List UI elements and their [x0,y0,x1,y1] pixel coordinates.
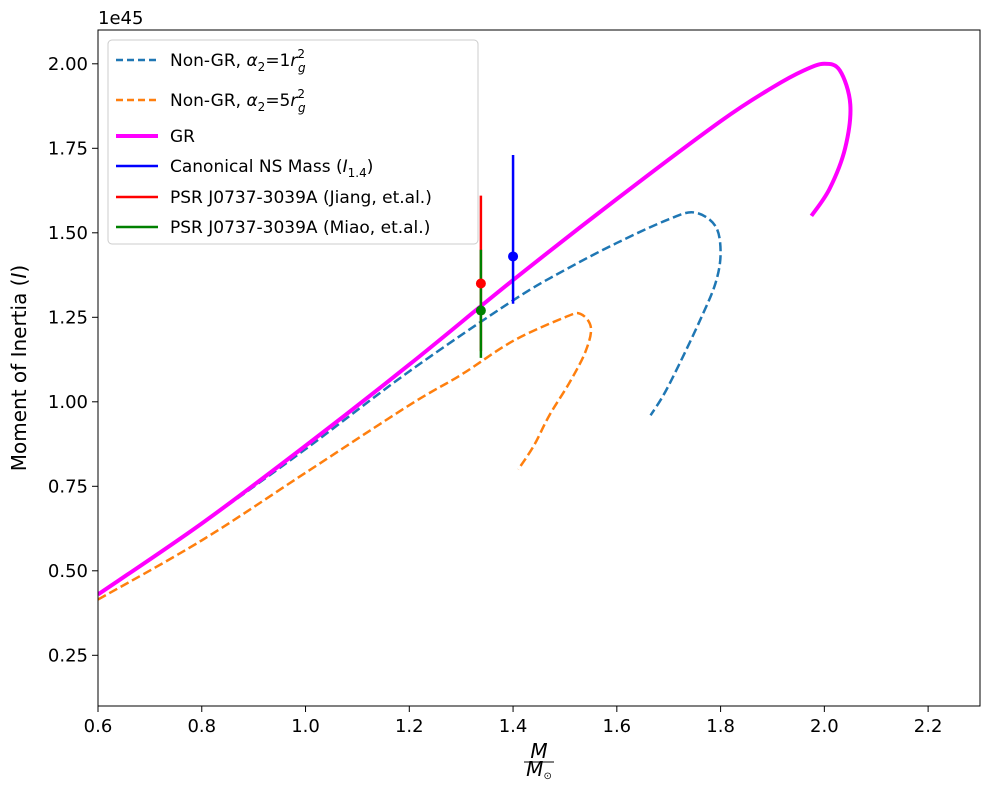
y-tick-label: 1.75 [48,138,88,159]
y-tick-label: 0.25 [48,645,88,666]
series-line-2 [98,61,853,597]
x-axis-label-denominator: M⊙ [526,757,552,782]
series-line-0 [98,211,722,596]
y-axis: 0.25 0.50 0.75 1.00 1.25 1.50 1.75 2.00 [48,54,98,666]
legend-label-2: GR [170,127,195,147]
y-tick-label: 1.00 [48,392,88,413]
y-tick-label: 0.75 [48,476,88,497]
x-tick-label: 1.2 [395,716,424,737]
plot-area [98,61,853,601]
x-tick-label: 2.0 [810,716,839,737]
error-point-1 [475,278,486,289]
legend-label-4: PSR J0737-3039A (Jiang, et.al.) [170,188,432,208]
y-offset-label: 1e45 [98,8,143,29]
x-tick-label: 1.0 [291,716,320,737]
legend-label-3: Canonical NS Mass (I1.4) [170,157,373,180]
y-tick-label: 2.00 [48,54,88,75]
legend-label-1: Non-GR, α2=5r2 g [170,87,306,115]
x-axis-label: M M⊙ [524,739,554,782]
series-line-1 [98,311,593,601]
y-tick-label: 1.25 [48,307,88,328]
x-tick-label: 2.2 [914,716,943,737]
legend: Non-GR, α2=1r2 g Non-GR, α2=5r2 g GR Canonica… [107,39,479,245]
y-tick-label: 1.50 [48,223,88,244]
x-tick-label: 1.8 [706,716,735,737]
legend-box [107,39,479,245]
x-axis: 0.6 0.8 1.0 1.2 1.4 1.6 1.8 2.0 2.2 [84,706,943,737]
y-axis-label: Moment of Inertia (I) [7,265,31,471]
x-tick-label: 1.4 [499,716,528,737]
x-tick-label: 0.6 [84,716,113,737]
legend-label-0: Non-GR, α2=1r2 g [170,47,306,75]
plot-frame [97,29,981,707]
error-point-0 [508,251,519,262]
y-tick-label: 0.50 [48,561,88,582]
x-tick-label: 1.6 [603,716,632,737]
x-axis-label-numerator: M [530,739,547,763]
x-tick-label: 0.8 [187,716,216,737]
legend-label-5: PSR J0737-3039A (Miao, et.al.) [170,218,430,238]
error-point-2 [475,305,486,316]
